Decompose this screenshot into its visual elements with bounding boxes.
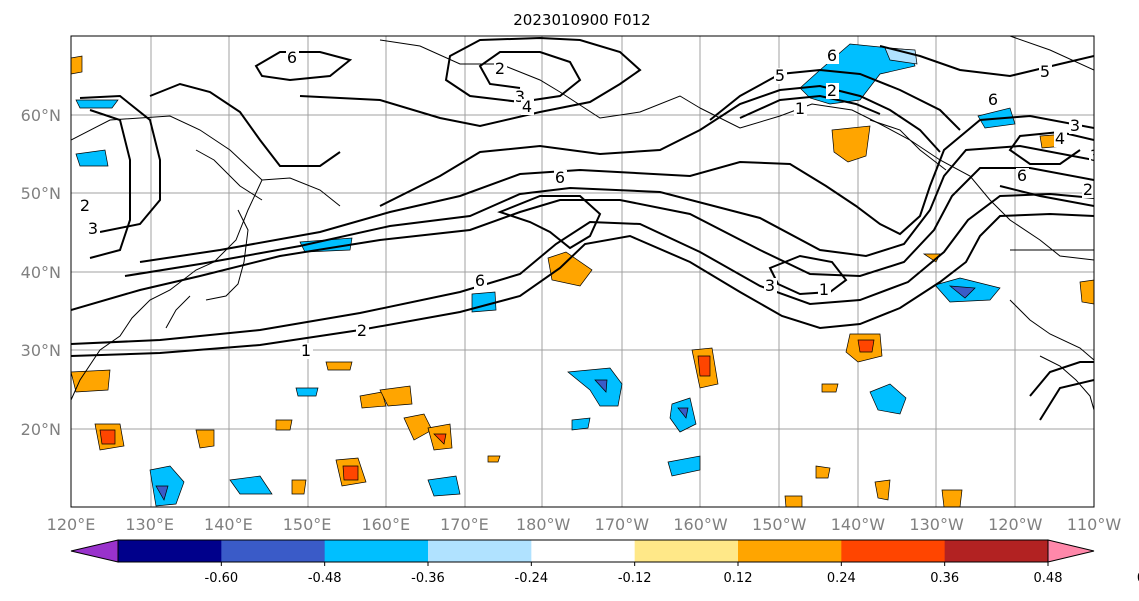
colorbar-outline [117, 539, 1049, 563]
lat-label: 30°N [21, 341, 61, 360]
contour-label: 4 [1055, 129, 1065, 148]
latitude-labels: 60°N 50°N 40°N 30°N 20°N [21, 106, 61, 439]
contour-label-bg [356, 323, 369, 339]
contour-label: 2 [827, 81, 837, 100]
colorbar-label: -0.36 [411, 571, 445, 586]
lon-label: 160°W [673, 515, 728, 534]
colorbar-segment [841, 540, 946, 562]
lon-label: 120°W [988, 515, 1043, 534]
contour-label: 3 [88, 219, 98, 238]
colorbar-segment [118, 540, 222, 562]
contour-label: 3 [515, 87, 525, 106]
contour-label-bg [826, 83, 839, 99]
contour-label: 6 [475, 271, 485, 290]
contour-label-bg [794, 101, 807, 117]
colorbar-segment [944, 540, 1049, 562]
contour-label: 5 [1040, 62, 1050, 81]
contour-label-bg [554, 170, 567, 186]
contour-label-bg [826, 48, 839, 64]
contour-label-bg [1069, 118, 1082, 134]
contour-label: 2 [1083, 180, 1093, 199]
colorbar-segment [634, 540, 739, 562]
colorbar-extend-low [70, 539, 119, 563]
colorbar-segment [738, 540, 842, 562]
lon-label: 140°W [831, 515, 886, 534]
map-title: 2023010900 F012 [513, 11, 650, 29]
contour-label: 6 [287, 48, 297, 67]
contour-label: 6 [827, 46, 837, 65]
lon-label: 150°E [283, 515, 332, 534]
lat-label: 50°N [21, 184, 61, 203]
contour-label: 1 [301, 341, 311, 360]
lon-label: 170°E [440, 515, 489, 534]
contour-label-bg [286, 50, 299, 66]
contour-lines [71, 36, 1094, 421]
colorbar-label: -0.12 [618, 571, 652, 586]
lon-label: 140°E [204, 515, 253, 534]
colorbar-segment [324, 540, 429, 562]
contour-label: 1 [795, 99, 805, 118]
contour-label: 5 [775, 66, 785, 85]
lon-label: 130°W [909, 515, 964, 534]
contour-label: 2 [495, 59, 505, 78]
contour-label-bg [494, 61, 507, 77]
lon-label: 130°E [125, 515, 174, 534]
contour-label-bg [1039, 64, 1052, 80]
contour-label: 6 [988, 90, 998, 109]
colorbar-extend-high [1047, 539, 1095, 563]
colorbar-label: 0.36 [930, 571, 959, 586]
lat-label: 60°N [21, 106, 61, 125]
colorbar-label: 0.60 [1137, 571, 1139, 586]
colorbar-label: 0.12 [724, 571, 753, 586]
lat-label: 40°N [21, 263, 61, 282]
contour-label-bg [774, 68, 787, 84]
lon-label: 120°E [47, 515, 96, 534]
map-frame [70, 35, 1095, 508]
lat-label: 20°N [21, 420, 61, 439]
contour-label: 3 [1090, 146, 1100, 165]
contour-label-bg [79, 198, 92, 214]
contour-label: 4 [522, 97, 532, 116]
contour-label: 1 [819, 280, 829, 299]
lon-label: 150°W [752, 515, 807, 534]
contour-label: 6 [555, 168, 565, 187]
contour-label-bg [818, 282, 831, 298]
contour-label-bg [1082, 182, 1094, 198]
contour-label-bg [521, 99, 534, 115]
contour-labels: 623456215664366136212332 [79, 46, 1100, 360]
colorbar-segment [531, 540, 636, 562]
colorbar-segment [428, 540, 532, 562]
contour-label: 3 [765, 276, 775, 295]
contour-label-bg [987, 92, 1000, 108]
contour-label: 2 [357, 321, 367, 340]
contour-label-bg [1016, 168, 1029, 184]
contour-label: 6 [1017, 166, 1027, 185]
contour-label-bg [1089, 148, 1094, 164]
colorbar-label: -0.60 [205, 571, 239, 586]
contour-label: 3 [1070, 116, 1080, 135]
colorbar-segment [221, 540, 326, 562]
lon-label: 180°W [516, 515, 571, 534]
lon-label: 170°W [595, 515, 650, 534]
contour-label: 2 [80, 196, 90, 215]
contour-label-bg [300, 343, 313, 359]
colorbar-label: -0.24 [515, 571, 549, 586]
contour-label-bg [764, 278, 777, 294]
contour-label-bg [474, 273, 487, 289]
colorbar-label: 0.24 [827, 571, 856, 586]
contour-label-bg [87, 221, 100, 237]
colorbar: -0.60 -0.48 -0.36 -0.24 -0.12 0.12 0.24 0.36 0.4… [70, 539, 1139, 586]
longitude-labels: 120°E 130°E 140°E 150°E 160°E 170°E 180°W 170°W… [47, 515, 1122, 534]
colorbar-label: 0.48 [1034, 571, 1063, 586]
colorbar-label: -0.48 [308, 571, 342, 586]
contour-label-bg [1054, 131, 1067, 147]
lon-label: 160°E [361, 515, 410, 534]
lon-label: 110°W [1067, 515, 1122, 534]
